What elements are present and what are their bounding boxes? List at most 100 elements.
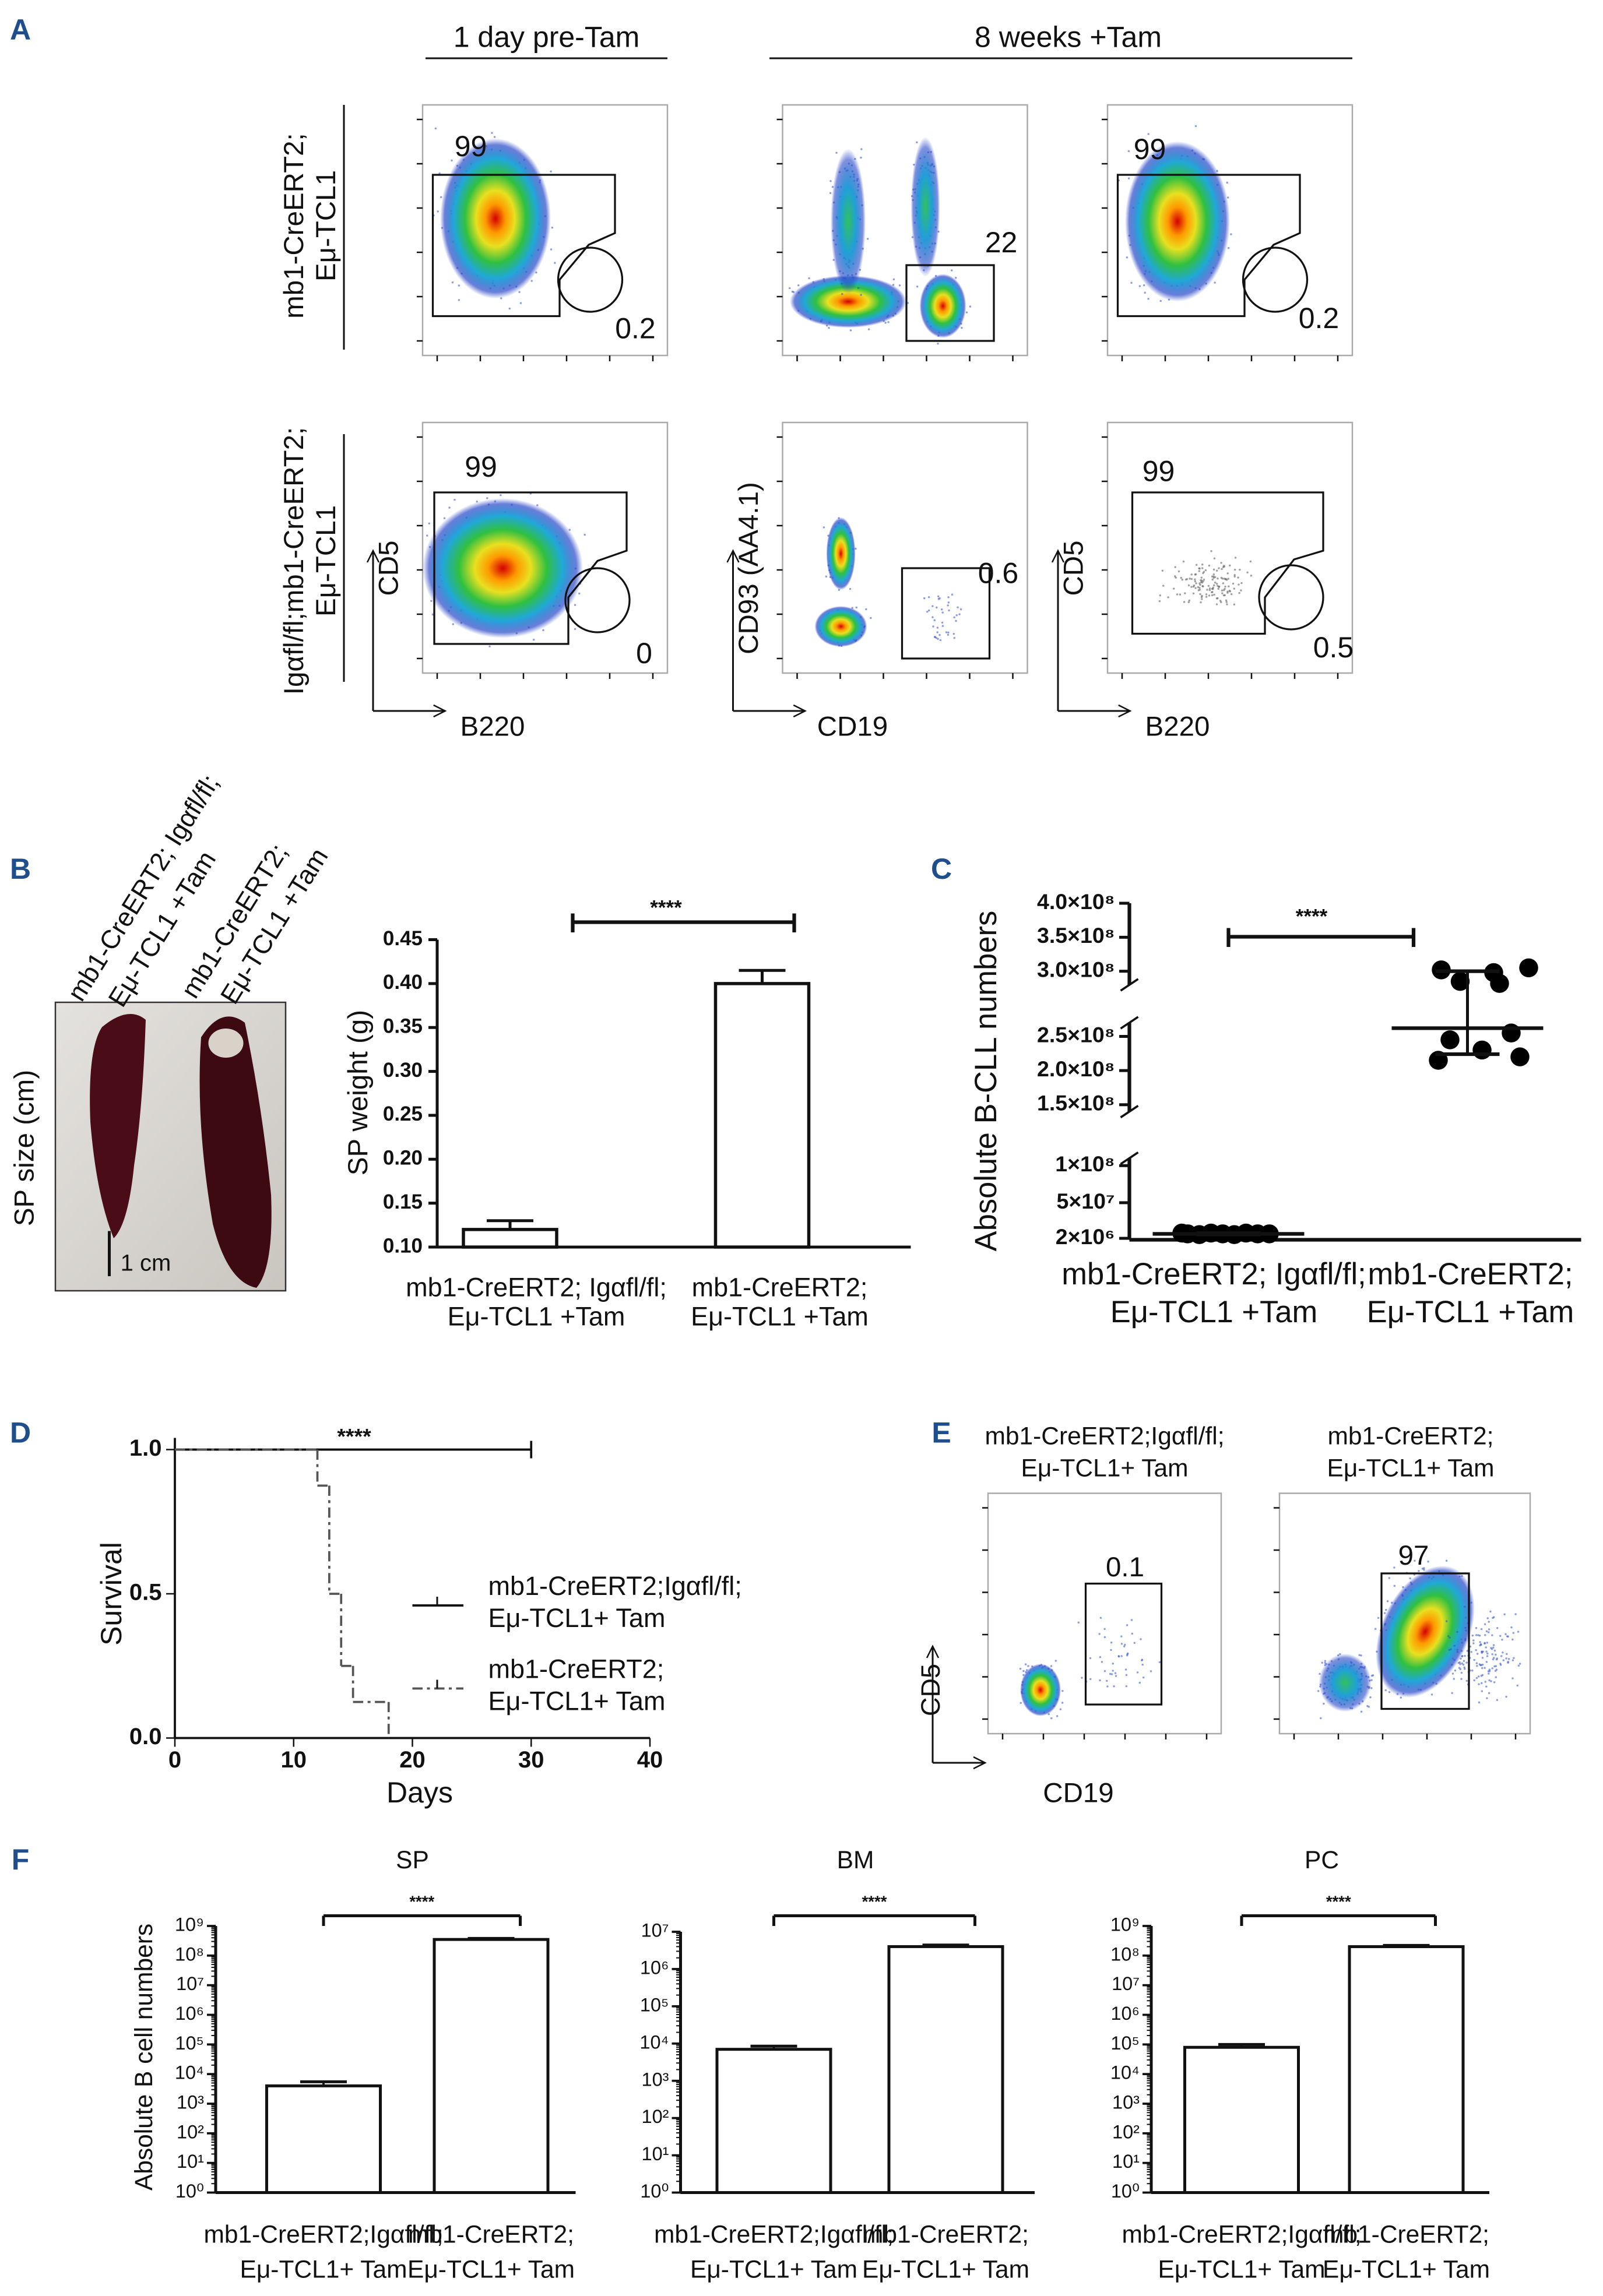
gate: [433, 491, 628, 645]
x-tick-label: 30: [518, 1747, 544, 1773]
event-dot: [1496, 1699, 1499, 1702]
event-dot: [1317, 1690, 1320, 1692]
event-dot: [518, 291, 521, 293]
panel-label: D: [10, 1417, 31, 1449]
event-dot: [1089, 1678, 1092, 1681]
event-dot: [1480, 1628, 1483, 1631]
x-axis-label: Days: [386, 1776, 453, 1809]
event-dot: [955, 277, 957, 279]
event-dot: [1502, 1651, 1504, 1654]
event-dot: [500, 494, 502, 496]
event-dot: [947, 631, 950, 634]
event-dot: [1081, 1677, 1083, 1679]
event-dot: [1142, 1676, 1145, 1679]
bar: [887, 1945, 1004, 2195]
event-dot: [1513, 1657, 1515, 1660]
event-dot: [1238, 583, 1240, 586]
y-axis-label: Survival: [95, 1542, 128, 1646]
y-tick-label: 10⁵: [1110, 2033, 1140, 2054]
event-dot: [1377, 1617, 1380, 1619]
event-dot: [1460, 1650, 1463, 1652]
event-dot: [1112, 1663, 1114, 1665]
event-dot: [808, 277, 810, 280]
event-dot: [1320, 1717, 1322, 1720]
event-dot: [1115, 1675, 1117, 1677]
event-dot: [1211, 591, 1213, 594]
density-blob: [1125, 141, 1230, 302]
event-dot: [1140, 1659, 1143, 1662]
event-dot: [1481, 1651, 1483, 1654]
event-dot: [1493, 1657, 1495, 1659]
event-dot: [1471, 1634, 1474, 1637]
event-dot: [1485, 1650, 1488, 1653]
event-dot: [508, 307, 511, 310]
event-dot: [1217, 577, 1219, 580]
event-dot: [841, 293, 843, 295]
density-blob: [1020, 1664, 1061, 1716]
gate-percentage: 0.5: [1313, 631, 1354, 664]
event-dot: [1226, 572, 1229, 575]
event-dot: [1400, 1696, 1402, 1699]
event-dot: [1220, 576, 1223, 579]
event-dot: [1216, 583, 1218, 585]
event-dot: [940, 608, 943, 611]
event-dot: [1195, 582, 1197, 584]
event-dot: [1484, 1642, 1486, 1644]
gate-percentage: 99: [1134, 133, 1166, 165]
event-dot: [916, 141, 918, 143]
event-dot: [860, 148, 863, 150]
event-dot: [969, 305, 972, 308]
y-tick-label: 10¹: [642, 2143, 669, 2164]
event-dot: [1458, 1667, 1461, 1669]
gate-percentage: 99: [465, 450, 497, 483]
x-tick-label: mb1-CreERT2;: [1323, 2221, 1489, 2249]
event-dot: [1485, 1646, 1487, 1649]
y-tick-label: 5×10⁷: [1057, 1189, 1115, 1213]
event-dot: [1450, 1648, 1452, 1650]
event-dot: [1496, 1657, 1498, 1660]
event-dot: [443, 517, 446, 520]
event-dot: [1500, 1655, 1503, 1657]
y-tick-label: 0.20: [383, 1147, 423, 1170]
data-point: [1450, 971, 1470, 991]
event-dot: [1203, 571, 1205, 573]
event-dot: [1201, 567, 1204, 569]
event-dot: [458, 299, 460, 301]
event-dot: [1061, 1702, 1064, 1704]
event-dot: [488, 645, 491, 648]
event-dot: [1187, 584, 1190, 587]
density-blob: [831, 149, 866, 294]
event-dot: [550, 248, 553, 251]
event-dot: [1470, 1651, 1472, 1653]
event-dot: [828, 326, 830, 329]
event-dot: [1199, 593, 1201, 596]
event-dot: [1124, 1668, 1127, 1671]
event-dot: [532, 639, 535, 641]
event-dot: [431, 613, 434, 616]
y-tick-label: 10⁹: [1110, 1914, 1140, 1935]
bar: [462, 1228, 558, 1249]
y-tick-label: 3.5×10⁸: [1037, 923, 1115, 948]
event-dot: [1194, 573, 1197, 576]
event-dot: [1475, 1662, 1478, 1664]
event-dot: [857, 287, 860, 289]
event-dot: [1212, 573, 1215, 576]
y-tick-label: 0.30: [383, 1059, 423, 1082]
event-dot: [1238, 591, 1240, 594]
event-dot: [1229, 564, 1231, 567]
event-dot: [1226, 590, 1229, 593]
event-dot: [951, 593, 954, 596]
event-dot: [1176, 593, 1179, 596]
event-dot: [1109, 1672, 1112, 1675]
event-dot: [1484, 1681, 1487, 1683]
y-tick-label: 1.5×10⁸: [1037, 1091, 1115, 1115]
event-dot: [952, 632, 955, 635]
y-tick-label: 10¹: [1112, 2151, 1140, 2172]
event-dot: [1250, 575, 1253, 577]
data-point: [1502, 1023, 1521, 1043]
significance-label: ****: [409, 1892, 434, 1910]
column-header: mb1-CreERT2;Igαfl/fl;: [985, 1423, 1224, 1450]
gate: [1116, 174, 1301, 318]
event-dot: [1206, 589, 1208, 591]
legend-label: mb1-CreERT2;Igαfl/fl;: [488, 1571, 742, 1601]
